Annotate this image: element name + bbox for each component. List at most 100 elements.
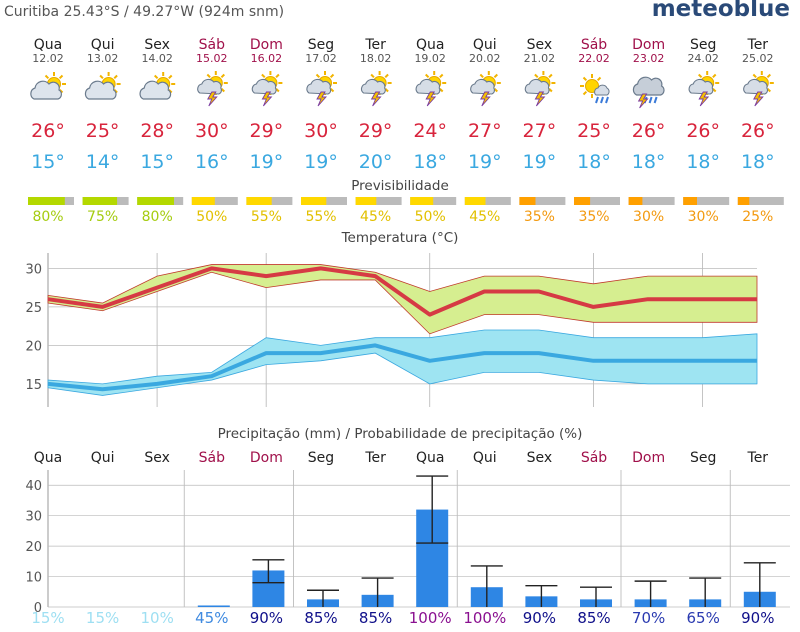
predictability-bar-fill: [737, 197, 750, 205]
cloud-shape: [470, 78, 495, 95]
max-temp-label: 26°: [686, 120, 720, 142]
partly-cloudy-sun-icon: [84, 72, 121, 100]
temperature-chart: 15 20 25 30: [25, 253, 758, 407]
predictability-label: 30%: [633, 209, 664, 225]
min-temp-label: 18°: [413, 151, 447, 173]
sun-ray: [220, 73, 225, 79]
max-temp-label: 29°: [250, 120, 284, 142]
cloud-shape: [743, 78, 768, 95]
day-name: Sex: [527, 37, 553, 53]
sun-ray: [99, 74, 104, 80]
min-temp-label: 16°: [195, 151, 229, 173]
cloud-shape: [251, 78, 277, 95]
temp-y-tick: 15: [25, 378, 42, 393]
precip-probability-label: 15%: [86, 609, 119, 627]
sun-ray: [168, 74, 173, 80]
max-temp-label: 29°: [359, 120, 393, 142]
sun-ray: [752, 73, 757, 79]
sun-ray: [58, 74, 64, 80]
temperature-chart-title: Temperatura (°C): [341, 230, 459, 246]
day-date: 19.02: [414, 52, 446, 65]
day-date: 23.02: [633, 52, 665, 65]
sun-ray: [698, 73, 703, 79]
max-temp-label: 26°: [31, 120, 65, 142]
day-date: 22.02: [578, 52, 610, 65]
precip-day-name: Sex: [527, 450, 553, 466]
precip-probability-label: 85%: [577, 609, 610, 627]
day-date: 12.02: [32, 52, 64, 65]
predictability-label: 55%: [251, 209, 282, 225]
min-temp-label: 14°: [86, 151, 120, 173]
precip-day-name: Seg: [690, 450, 716, 466]
day-date: 13.02: [87, 52, 119, 65]
predictability-bar-fill: [519, 197, 536, 205]
sun-ray: [329, 73, 335, 79]
predictability-label: 45%: [360, 209, 391, 225]
sun-ray: [275, 87, 280, 93]
partly-cloudy-sun-icon: [139, 72, 176, 100]
cloud-shape: [632, 76, 665, 96]
max-temp-label: 27°: [468, 120, 502, 142]
sun-ray: [439, 87, 444, 93]
lightning-bolt: [534, 91, 546, 107]
min-temp-label: 18°: [632, 151, 666, 173]
predictability-label: 35%: [524, 209, 555, 225]
cloud-shape: [306, 78, 332, 95]
max-temp-range-band: [47, 264, 758, 335]
predictability-label: 50%: [196, 209, 227, 225]
sun-ray: [329, 87, 335, 93]
day-date: 21.02: [524, 52, 556, 65]
min-temp-label: 20°: [359, 151, 393, 173]
predictability-bar-bg: [574, 197, 620, 205]
precip-y-tick: 20: [25, 540, 42, 555]
day-name: Qui: [91, 37, 115, 53]
predictability-label: 75%: [87, 209, 118, 225]
max-temp-line: [47, 266, 757, 317]
precip-probability-label: 85%: [304, 609, 337, 627]
sun-ray: [582, 76, 588, 82]
day-name: Dom: [250, 37, 283, 53]
cloud-shape: [360, 78, 386, 95]
sun-ray: [44, 74, 50, 80]
thunderstorm-sun-icon: [524, 71, 556, 107]
predictability-bar-fill: [464, 197, 486, 205]
predictability-bar-fill: [355, 197, 377, 205]
rain-drop: [605, 96, 609, 104]
rain-drop: [595, 96, 599, 104]
day-name: Dom: [632, 37, 665, 53]
day-name: Sáb: [581, 37, 607, 53]
max-temp-label: 25°: [86, 120, 120, 142]
sun-ray: [582, 90, 588, 96]
rain-drop: [648, 96, 653, 104]
predictability-label: 25%: [742, 209, 773, 225]
sun-ray: [534, 73, 539, 79]
sun-ray: [548, 87, 553, 93]
predictability-bar-fill: [191, 197, 215, 205]
thunderstorm-sun-icon: [306, 71, 337, 107]
day-date: 16.02: [251, 52, 283, 65]
day-name: Sáb: [199, 37, 225, 53]
sun-ray: [712, 87, 717, 93]
max-temp-label: 26°: [741, 120, 775, 142]
cloud-shape: [197, 78, 222, 95]
day-date: 25.02: [742, 52, 774, 65]
lightning-bolt: [698, 91, 710, 107]
sun-ray: [261, 73, 266, 79]
temp-y-tick: 30: [25, 262, 42, 277]
meteoblue-logo[interactable]: meteoblue: [651, 0, 790, 22]
min-temp-label: 18°: [577, 151, 611, 173]
day-date: 24.02: [687, 52, 719, 65]
thunderstorm-sun-icon: [688, 71, 720, 107]
sun-ray: [493, 87, 498, 93]
sun-ray: [766, 87, 771, 93]
thunderstorm-sun-icon: [415, 71, 447, 107]
sun-ray: [384, 87, 389, 93]
predictability-bar-bg: [737, 197, 784, 205]
predictability-bar-bg: [683, 197, 730, 205]
max-temp-label: 30°: [195, 120, 229, 142]
day-date: 17.02: [305, 52, 337, 65]
max-temp-label: 25°: [577, 120, 611, 142]
temp-y-tick: 20: [25, 339, 42, 354]
cloud-shape: [84, 80, 117, 100]
